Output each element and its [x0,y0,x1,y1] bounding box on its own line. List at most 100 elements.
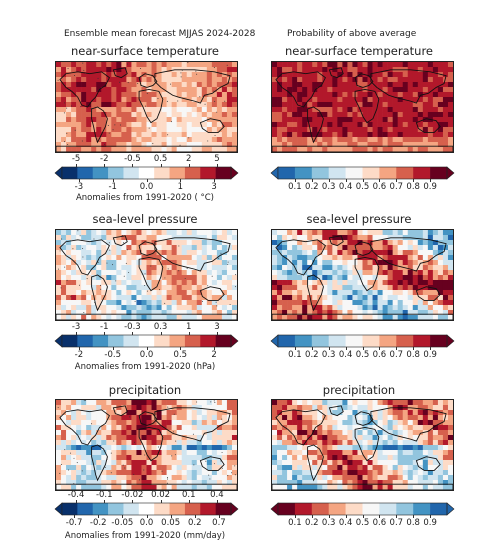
map-field-cell [196,142,203,148]
map-field-cell [141,117,147,123]
map-field-cell [287,315,293,320]
map-field-cell [71,240,77,246]
map-field-cell [186,92,193,98]
map-field-cell [377,455,383,461]
colorbar-tick-label: 0.5 [153,154,168,164]
map-field-cell [201,400,208,406]
map-field-cell [151,475,157,481]
colorbar-tick-label: -2 [74,350,84,360]
significance-stipple [167,134,169,136]
map-field-cell [201,260,208,266]
map-field-cell [357,305,363,311]
map-field-cell [206,400,213,406]
map-field-cell [322,137,328,143]
map-field-cell [66,485,72,490]
map-field-cell [292,310,298,316]
map-field-cell [91,255,97,261]
map-field-cell [91,310,97,316]
map-field-cell [442,112,449,118]
map-field-cell [277,240,283,246]
map-field-cell [156,485,162,490]
map-field-cell [402,92,409,98]
map-field-cell [432,480,439,486]
map-field-cell [161,285,167,291]
map-field-cell [447,250,453,256]
map-field-cell [377,97,383,103]
map-field-cell [126,117,132,123]
map-field-cell [181,137,188,143]
map-field-cell [427,435,434,441]
map-field-cell [226,72,233,78]
map-field-cell [136,250,142,256]
map-field-cell [186,290,193,296]
map-field-cell [211,410,218,416]
significance-stipple [114,124,116,126]
map-field-cell [111,260,117,266]
map-field-cell [317,112,323,118]
map-field-cell [221,295,228,301]
map-field-cell [221,265,228,271]
map-field-cell [111,82,117,88]
map-field-cell [211,102,218,108]
map-field-cell [86,410,92,416]
map-field-cell [352,142,358,148]
map-field-cell [66,142,72,148]
map-field-cell [292,102,298,108]
map-field-cell [111,455,117,461]
map-field-cell [141,260,147,266]
map-field-cell [307,420,313,426]
map-field-cell [131,300,137,306]
map-field-cell [216,420,223,426]
map-field-cell [327,430,333,436]
map-field-cell [211,460,218,466]
map-field-cell [121,107,127,113]
map-field-cell [297,132,303,138]
map-field-cell [392,250,398,256]
map-field-cell [407,107,414,113]
map-field-cell [231,315,237,320]
map-field-cell [151,410,157,416]
colorbar-segment [200,167,216,179]
map-field-cell [66,450,72,456]
map-field-cell [131,425,137,431]
map-field-cell [297,137,303,143]
map-field-cell [387,122,393,128]
map-field-cell [126,260,132,266]
significance-stipple [86,278,88,280]
map-field-cell [357,405,363,411]
map-field-cell [206,310,213,316]
map-field-cell [417,435,424,441]
map-field-cell [131,435,137,441]
map-field-cell [111,440,117,446]
map-field-cell [76,92,82,98]
map-field-cell [402,420,409,426]
map-field-cell [397,117,404,123]
map-field-cell [317,310,323,316]
map-field-cell [176,310,182,316]
map-field-cell [352,445,358,451]
map-field-cell [447,300,453,306]
map-field-cell [357,415,363,421]
map-field-cell [382,77,388,83]
map-field-cell [171,112,177,118]
map-field-cell [191,112,198,118]
significance-stipple [221,467,223,469]
map-field-cell [292,132,298,138]
map-field-cell [156,445,162,451]
coastline [307,444,324,482]
map-field-cell [101,77,107,83]
colorbar-tick-mark [98,515,100,518]
map-field-cell [272,405,278,411]
title-precip-probability: precipitation [322,383,396,397]
map-field-cell [402,430,409,436]
map-field-cell [71,295,77,301]
map-field-cell [387,435,393,441]
map-field-cell [362,470,368,476]
map-field-cell [307,480,313,486]
map-field-cell [216,142,223,148]
map-field-cell [277,122,283,128]
map-field-cell [407,275,414,281]
map-field-cell [91,435,97,441]
map-field-cell [156,300,162,306]
map-field-cell [196,295,203,301]
